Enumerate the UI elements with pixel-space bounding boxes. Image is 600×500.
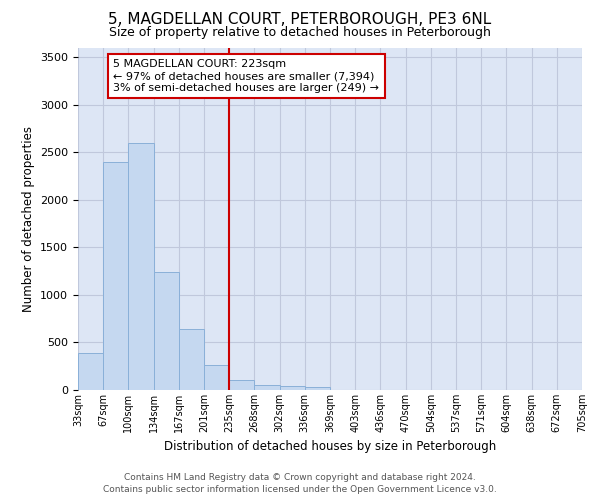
Bar xyxy=(78,353,103,390)
Bar xyxy=(103,162,128,390)
Bar xyxy=(204,366,229,390)
Text: 5, MAGDELLAN COURT, PETERBOROUGH, PE3 6NL: 5, MAGDELLAN COURT, PETERBOROUGH, PE3 6N… xyxy=(109,12,491,28)
Bar xyxy=(128,142,154,390)
Y-axis label: Number of detached properties: Number of detached properties xyxy=(22,126,35,312)
Bar xyxy=(305,387,330,390)
Text: Contains HM Land Registry data © Crown copyright and database right 2024.
Contai: Contains HM Land Registry data © Crown c… xyxy=(103,472,497,494)
X-axis label: Distribution of detached houses by size in Peterborough: Distribution of detached houses by size … xyxy=(164,440,496,454)
Bar xyxy=(229,380,254,390)
Bar xyxy=(154,272,179,390)
Bar xyxy=(179,329,204,390)
Text: Size of property relative to detached houses in Peterborough: Size of property relative to detached ho… xyxy=(109,26,491,39)
Text: 5 MAGDELLAN COURT: 223sqm
← 97% of detached houses are smaller (7,394)
3% of sem: 5 MAGDELLAN COURT: 223sqm ← 97% of detac… xyxy=(113,60,379,92)
Bar xyxy=(280,386,305,390)
Bar xyxy=(254,385,280,390)
